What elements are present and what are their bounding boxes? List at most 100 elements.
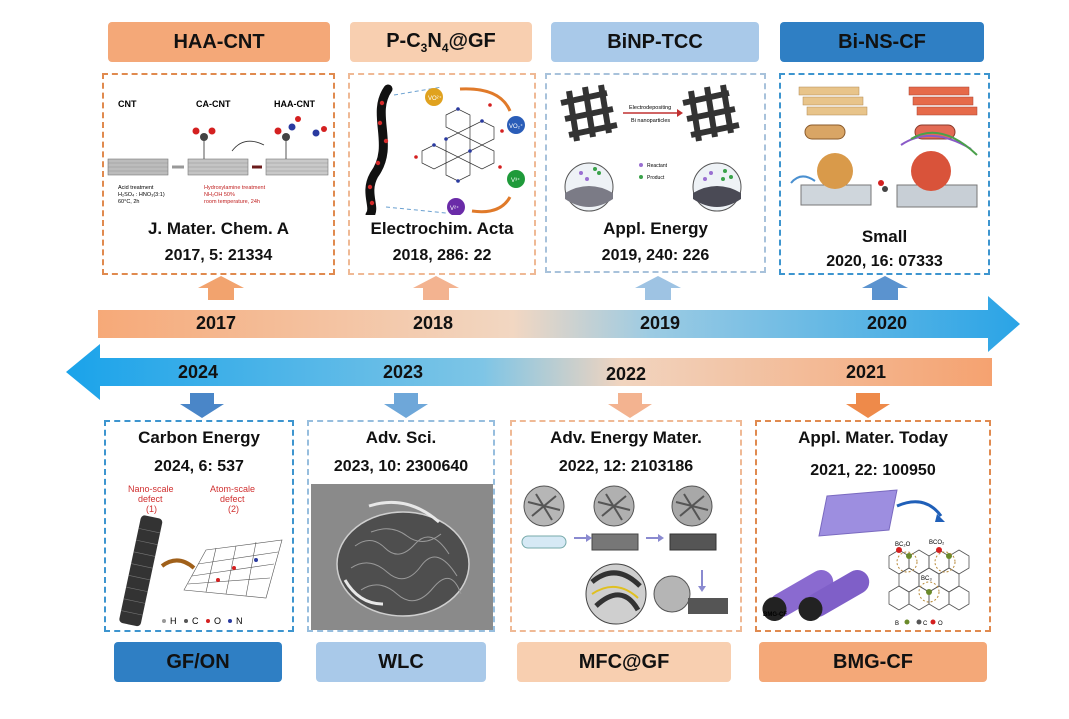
carbon-cloth-right [682,84,740,142]
svg-text:O: O [214,616,221,626]
panel-mfc-gf: Adv. Energy Mater. 2022, 12: 2103186 [510,420,742,632]
woven-fabric-right [908,86,978,116]
svg-text:BC₃: BC₃ [921,576,932,582]
up-arrow-2020 [862,276,908,300]
svg-text:Acid treatment: Acid treatment [118,185,154,191]
haa-cnt-text: HAA-CNT [274,99,315,109]
year-2018: 2018 [413,313,454,333]
journal-haa-cnt: J. Mater. Chem. A [147,219,290,238]
molecule-haa [274,116,327,159]
year-2017: 2017 [196,313,237,333]
svg-text:Product: Product [647,175,665,181]
haa-cnt-schematic: CNT CA-CNT HAA-CNT Acid treatment H₂SO₄ … [107,99,329,205]
svg-text:VO²⁺: VO²⁺ [428,95,442,102]
journal-pc3n4-gf: Electrochim. Acta [370,219,514,238]
svg-text:NH₂OH 50%: NH₂OH 50% [204,192,235,198]
bmg-cf-schematic: BMG-CF BC₂O BCO₂ BC₃ B C O [762,489,970,627]
up-arrow-2019 [635,276,681,300]
gf-on-schematic: Nano-scale defect (1) Atom-scale defect … [119,484,283,627]
svg-text:Atom-scale: Atom-scale [210,484,255,494]
svg-text:room temperature, 24h: room temperature, 24h [204,199,260,205]
svg-text:Reactant: Reactant [647,163,668,169]
bi-ns-cf-schematic [790,86,978,208]
up-arrow-2018 [413,276,459,300]
year-2021: 2021 [846,362,887,382]
carbon-cloth-left [560,84,618,142]
journal-mfc-gf: Adv. Energy Mater. [550,428,702,447]
molecule-ca [192,127,216,159]
label-binp-tcc: BiNP-TCC [551,22,759,62]
svg-text:C: C [923,621,928,627]
svg-text:BC₂O: BC₂O [895,542,911,548]
journal-gf-on: Carbon Energy [138,428,260,447]
citation-haa-cnt: 2017, 5: 21334 [164,247,273,264]
journal-bmg-cf: Appl. Mater. Today [798,428,948,447]
backward-timeline-arrow [66,344,992,400]
svg-text:BMG-CF: BMG-CF [763,612,787,618]
down-arrow-2022 [608,393,652,418]
citation-wlc: 2023, 10: 2300640 [333,458,469,475]
panel-bmg-cf: Appl. Mater. Today 2021, 22: 100950 BMG-… [755,420,991,632]
label-haa-cnt: HAA-CNT [108,22,330,62]
down-arrow-2024 [180,393,224,418]
pc3n4-schematic: VO²⁺ VO₂⁺ V³⁺ V²⁺ [365,84,525,215]
year-2019: 2019 [640,313,681,333]
graphene-sheet [183,539,283,599]
binp-tcc-schematic: Electrodepositing Bi nanoparticles React… [560,84,742,212]
svg-text:V²⁺: V²⁺ [450,205,459,212]
wlc-sem-image [311,484,493,630]
svg-text:Nano-scale: Nano-scale [128,484,174,494]
year-2020: 2020 [867,313,908,333]
svg-text:defect: defect [138,494,163,504]
woven-fabric-left [798,86,868,116]
label-wlc-text: WLC [378,650,424,673]
carbon-fiber [119,515,163,627]
mfc-structure-2 [591,485,639,551]
down-arrow-2023 [384,393,428,418]
svg-text:V³⁺: V³⁺ [511,177,520,184]
bmg-fiber-1 [762,570,834,621]
svg-text:VO₂⁺: VO₂⁺ [509,123,523,130]
svg-text:60°C, 2h: 60°C, 2h [118,199,139,205]
cnt-text: CNT [118,99,137,109]
label-mfc-gf-text: MFC@GF [578,650,670,673]
label-pc3n4-gf: P-C3N4@GF [350,22,532,62]
svg-text:H: H [170,616,177,626]
panel-gf-on: Carbon Energy 2024, 6: 537 Nano-scale de… [104,420,294,632]
label-bmg-cf-text: BMG-CF [833,650,913,673]
svg-text:N: N [236,616,243,626]
label-gf-on-text: GF/ON [166,650,230,673]
panel-binp-tcc: Electrodepositing Bi nanoparticles React… [545,73,766,273]
mfc-structure-1 [521,485,567,549]
panel-haa-cnt: CNT CA-CNT HAA-CNT Acid treatment H₂SO₄ … [102,73,335,275]
label-bmg-cf: BMG-CF [759,642,987,682]
citation-gf-on: 2024, 6: 537 [154,458,244,475]
label-mfc-gf: MFC@GF [517,642,731,682]
label-haa-cnt-text: HAA-CNT [173,30,265,53]
panel-pc3n4-gf: VO²⁺ VO₂⁺ V³⁺ V²⁺ Electrochim. Acta 2018… [348,73,536,275]
label-wlc: WLC [316,642,486,682]
label-bi-ns-cf: Bi-NS-CF [780,22,984,62]
year-2024: 2024 [178,362,219,382]
forward-timeline-arrow [98,296,1020,352]
label-bi-ns-cf-text: Bi-NS-CF [838,30,926,53]
svg-text:(2): (2) [228,504,239,514]
journal-binp-tcc: Appl. Energy [603,219,708,238]
label-gf-on: GF/ON [114,642,282,682]
citation-bi-ns-cf: 2020, 16: 07333 [826,253,943,270]
bmg-fiber-2 [798,570,870,621]
svg-text:Hydroxylamine treatment: Hydroxylamine treatment [204,185,266,191]
ca-cnt-text: CA-CNT [196,99,231,109]
citation-pc3n4-gf: 2018, 286: 22 [392,247,492,264]
svg-text:BCO₂: BCO₂ [929,540,945,546]
citation-mfc-gf: 2022, 12: 2103186 [558,458,694,475]
svg-text:O: O [938,621,943,627]
svg-text:Electrodepositing: Electrodepositing [629,105,671,111]
svg-text:C: C [192,616,199,626]
svg-text:Bi nanoparticles: Bi nanoparticles [631,118,670,124]
label-pc3n4-text: P-C3N4@GF [386,29,496,55]
panel-wlc: Adv. Sci. 2023, 10: 2300640 [307,420,495,632]
mfc-gf-schematic [521,485,728,625]
